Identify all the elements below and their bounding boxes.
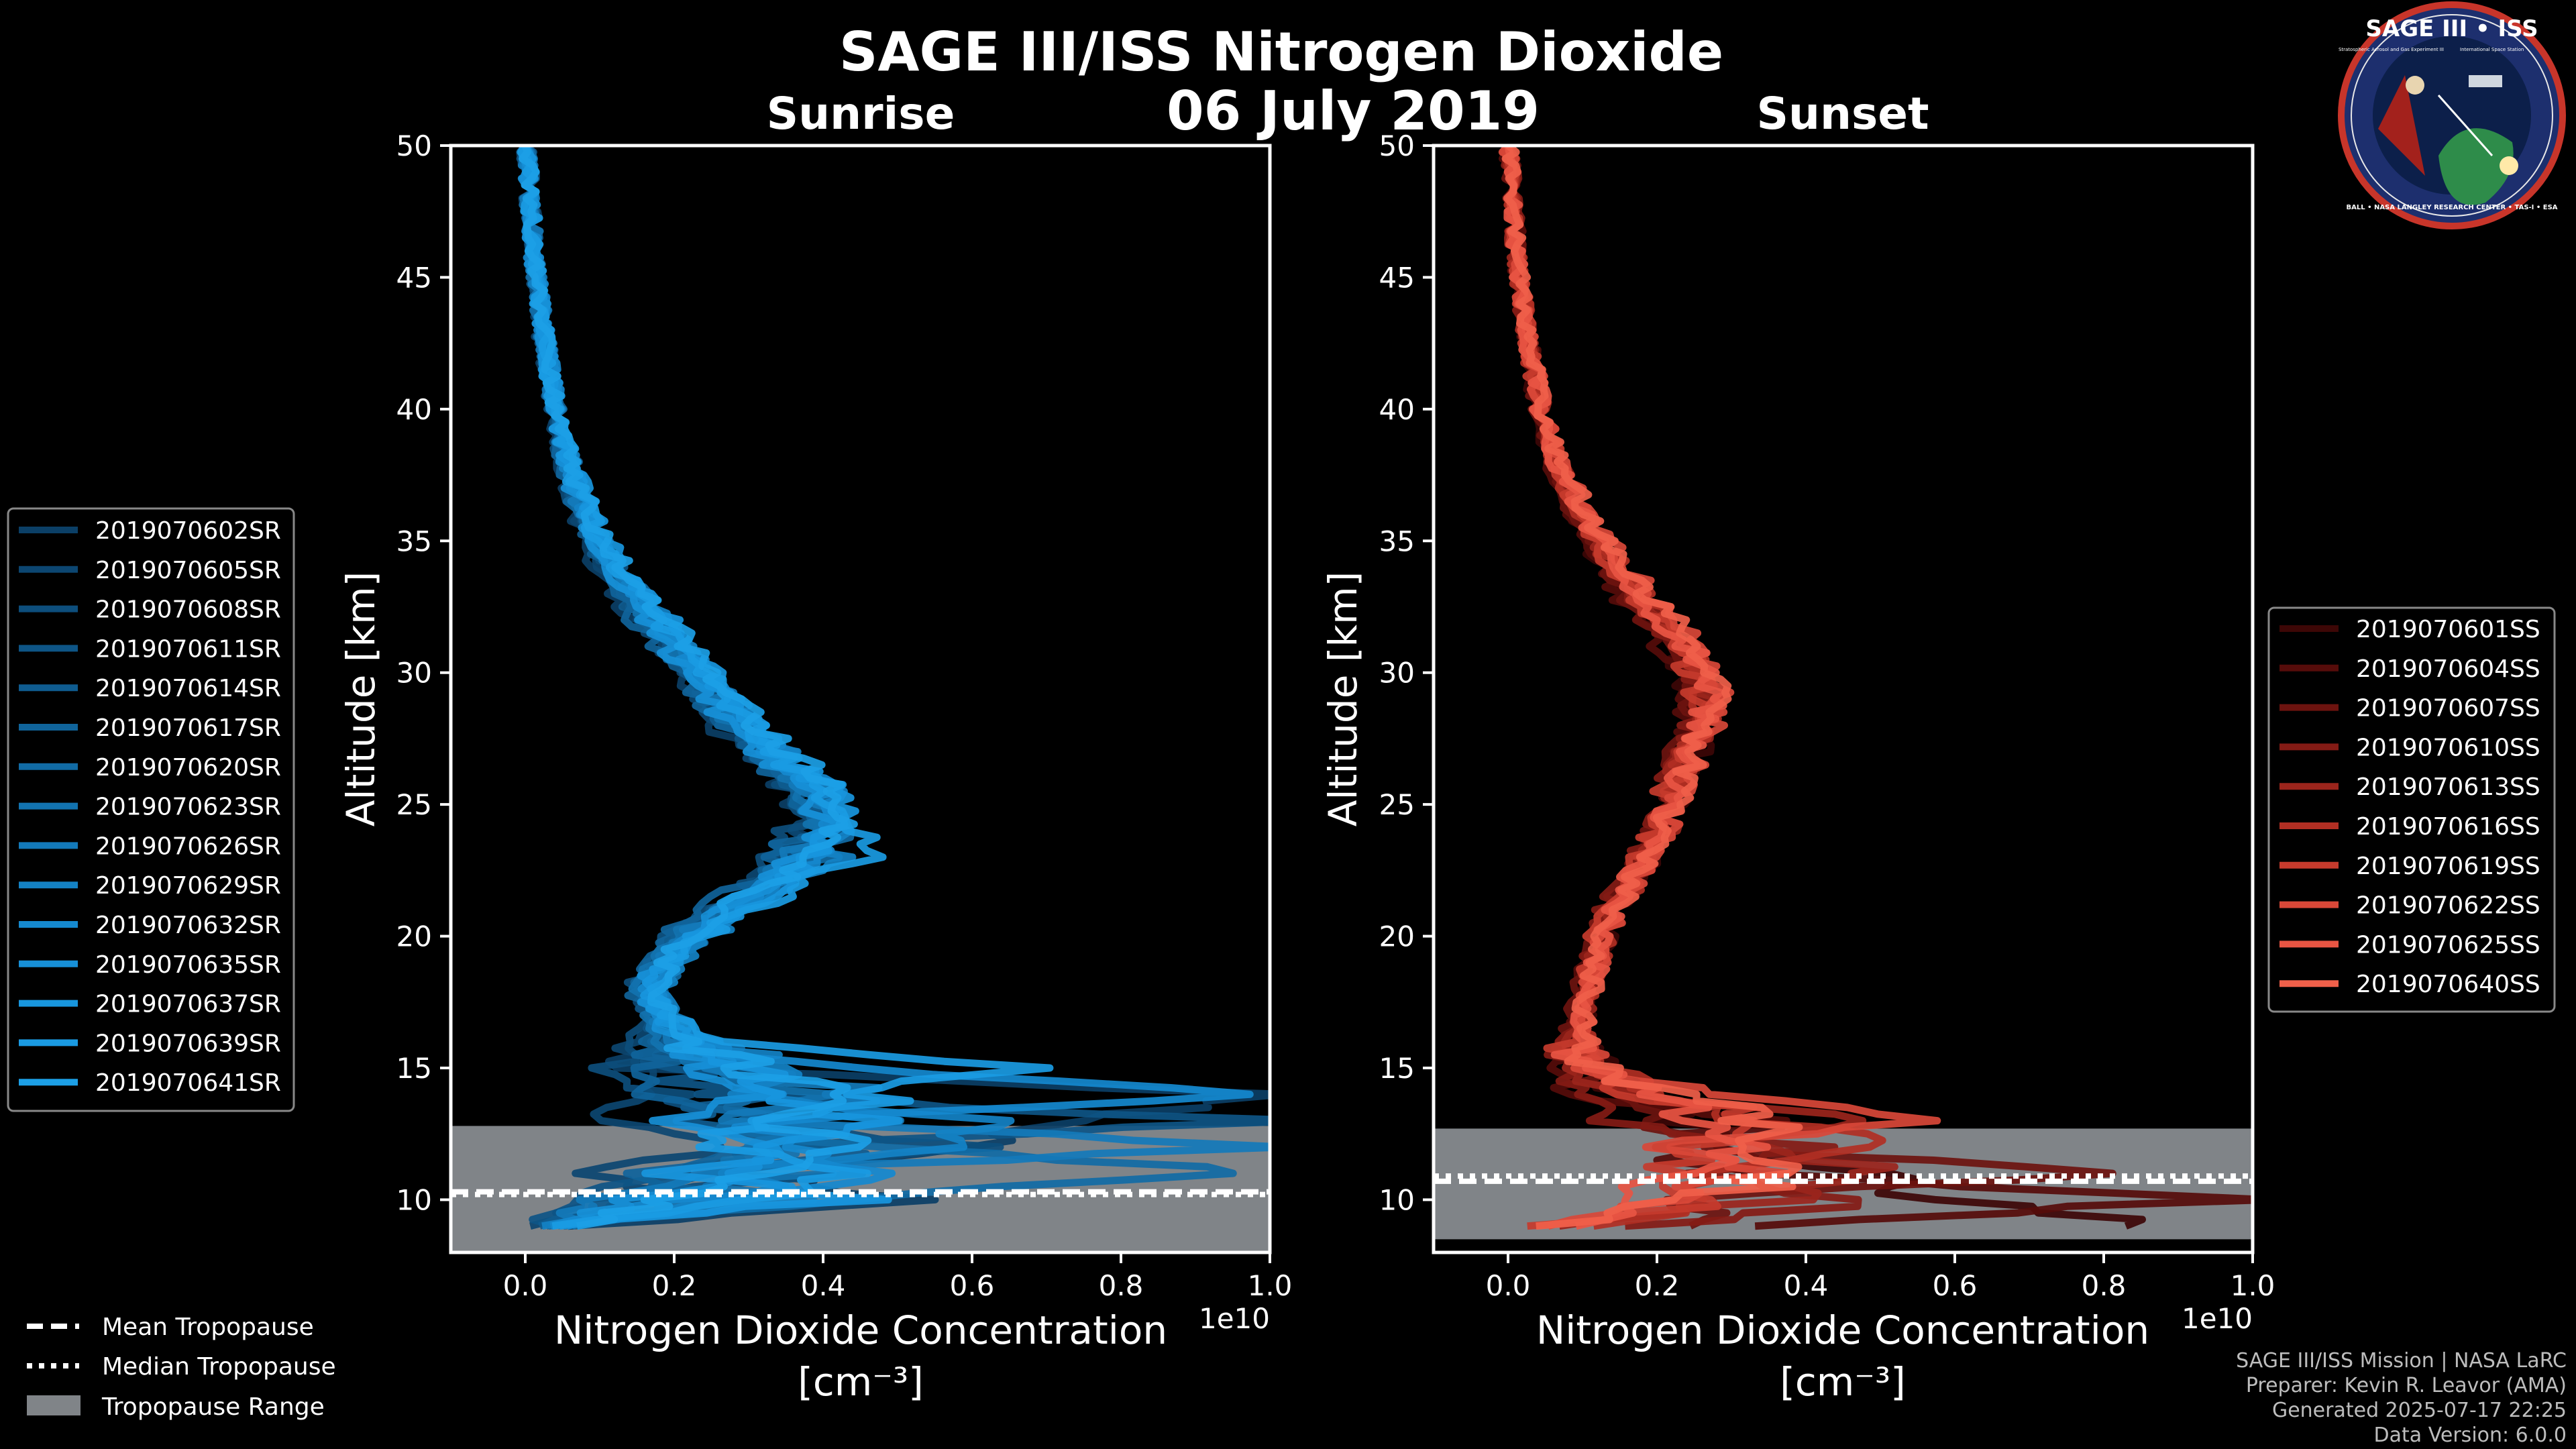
- sunset-legend: 2019070601SS 2019070604SS 2019070607SS 2019…: [2267, 606, 2556, 1013]
- sunrise-x-label: Nitrogen Dioxide Concentration: [554, 1307, 1167, 1353]
- sunrise-title: Sunrise: [767, 88, 955, 140]
- y-tick-label: 30: [1379, 657, 1415, 690]
- legend-label: 2019070622SS: [2356, 892, 2540, 920]
- sunrise-x-unit: [cm⁻³]: [798, 1359, 924, 1405]
- sunset-legend-box: [2267, 606, 2556, 1013]
- credits: SAGE III/ISS Mission | NASA LaRC Prepare…: [2236, 1349, 2567, 1447]
- legend-label: 2019070601SS: [2356, 616, 2540, 643]
- x-tick-label: 0.0: [1486, 1269, 1531, 1302]
- sunset-offset-text: 1e10: [2182, 1302, 2253, 1335]
- y-tick-label: 35: [1379, 525, 1415, 557]
- y-tick-label: 15: [1379, 1052, 1415, 1085]
- x-tick-label: 0.8: [1099, 1269, 1144, 1302]
- legend-label: 2019070616SS: [2356, 813, 2540, 841]
- y-tick-label: 10: [1379, 1183, 1415, 1216]
- y-tick-label: 50: [396, 129, 432, 162]
- x-tick-label: 0.2: [1635, 1269, 1680, 1302]
- credit-line: Data Version: 6.0.0: [2374, 1424, 2567, 1447]
- sunset-panel: 0.0 0.2 0.4 0.6 0.8 1.0 10 15 20 25 30 35 40 45 50 Alt…: [1320, 129, 2275, 1405]
- sunset-axes-frame: [1432, 144, 2255, 1254]
- y-tick-label: 45: [1379, 261, 1415, 294]
- tropopause-range-label: Tropopause Range: [101, 1393, 325, 1421]
- legend-label: 2019070605SR: [95, 557, 281, 584]
- legend-label: 2019070626SR: [95, 833, 281, 860]
- legend-label: 2019070602SR: [95, 517, 281, 545]
- y-tick-label: 40: [1379, 393, 1415, 426]
- legend-label: 2019070632SR: [95, 912, 281, 939]
- sunrise-panel: 0.0 0.2 0.4 0.6 0.8 1.0 10 15 20 25 30 35 40 45 50 Alt…: [338, 129, 1293, 1405]
- tropopause-legend: Mean Tropopause Median Tropopause Tropop…: [27, 1313, 336, 1421]
- y-tick-label: 45: [396, 261, 432, 294]
- legend-label: 2019070611SR: [95, 635, 281, 663]
- legend-label: 2019070641SR: [95, 1069, 281, 1097]
- figure-title: SAGE III/ISS Nitrogen Dioxide: [839, 21, 1723, 83]
- mean-tropopause-label: Mean Tropopause: [102, 1313, 314, 1341]
- x-tick-label: 0.6: [1933, 1269, 1978, 1302]
- x-tick-label: 0.6: [950, 1269, 995, 1302]
- legend-label: 2019070619SS: [2356, 853, 2540, 880]
- y-tick-label: 30: [396, 657, 432, 690]
- y-tick-label: 25: [396, 788, 432, 821]
- sage-iii-iss-logo: SAGE III • ISS Stratospheric Aerosol and…: [2338, 1, 2566, 229]
- sunset-x-label: Nitrogen Dioxide Concentration: [1536, 1307, 2149, 1353]
- legend-label: 2019070614SR: [95, 675, 281, 702]
- x-tick-label: 0.4: [801, 1269, 846, 1302]
- x-tick-label: 0.8: [2082, 1269, 2127, 1302]
- y-tick-label: 40: [396, 393, 432, 426]
- credit-line: Generated 2025-07-17 22:25: [2272, 1399, 2567, 1422]
- logo-ring-text: BALL • NASA LANGLEY RESEARCH CENTER • TA…: [2346, 204, 2557, 211]
- legend-label: 2019070604SS: [2356, 655, 2540, 683]
- legend-label: 2019070637SR: [95, 991, 281, 1018]
- credit-line: Preparer: Kevin R. Leavor (AMA): [2246, 1374, 2567, 1397]
- logo-subtitle-left: Stratospheric Aerosol and Gas Experiment…: [2339, 47, 2444, 52]
- sunrise-y-label: Altitude [km]: [338, 572, 384, 826]
- y-tick-label: 20: [396, 920, 432, 953]
- credit-line: SAGE III/ISS Mission | NASA LaRC: [2236, 1349, 2567, 1373]
- tropopause-range-swatch: [27, 1395, 80, 1415]
- y-tick-label: 50: [1379, 129, 1415, 162]
- legend-label: 2019070608SR: [95, 596, 281, 624]
- y-tick-label: 15: [396, 1052, 432, 1085]
- profile-line-2019070641SR: [519, 146, 872, 1230]
- y-tick-label: 25: [1379, 788, 1415, 821]
- sunset-title: Sunset: [1756, 88, 1929, 140]
- logo-subtitle-right: International Space Station: [2460, 47, 2524, 52]
- sunset-y-label: Altitude [km]: [1320, 572, 1366, 826]
- x-tick-label: 1.0: [1248, 1269, 1293, 1302]
- figure-date: 06 July 2019: [1167, 80, 1540, 142]
- sunrise-legend: 2019070602SR 2019070605SR 2019070608SR 2019…: [7, 507, 295, 1112]
- sunset-x-unit: [cm⁻³]: [1780, 1359, 1906, 1405]
- x-tick-label: 0.4: [1784, 1269, 1829, 1302]
- y-tick-label: 35: [396, 525, 432, 557]
- legend-label: 2019070635SR: [95, 951, 281, 979]
- logo-title: SAGE III • ISS: [2365, 15, 2538, 42]
- legend-label: 2019070620SR: [95, 754, 281, 782]
- sunrise-legend-box: [7, 507, 295, 1112]
- legend-label: 2019070617SR: [95, 714, 281, 742]
- legend-label: 2019070639SR: [95, 1030, 281, 1057]
- x-tick-label: 0.2: [652, 1269, 697, 1302]
- y-tick-label: 10: [396, 1183, 432, 1216]
- legend-label: 2019070640SS: [2356, 971, 2540, 998]
- legend-label: 2019070625SS: [2356, 931, 2540, 959]
- legend-label: 2019070613SS: [2356, 773, 2540, 801]
- median-tropopause-label: Median Tropopause: [102, 1353, 336, 1381]
- legend-label: 2019070629SR: [95, 872, 281, 900]
- legend-label: 2019070607SS: [2356, 695, 2540, 722]
- legend-label: 2019070623SR: [95, 794, 281, 821]
- x-tick-label: 0.0: [503, 1269, 548, 1302]
- profile-line-2019070640SS: [1501, 146, 1803, 1230]
- x-tick-label: 1.0: [2231, 1269, 2275, 1302]
- sunrise-axes-frame: [449, 144, 1272, 1254]
- y-tick-label: 20: [1379, 920, 1415, 953]
- sunrise-offset-text: 1e10: [1199, 1302, 1270, 1335]
- legend-label: 2019070610SS: [2356, 734, 2540, 761]
